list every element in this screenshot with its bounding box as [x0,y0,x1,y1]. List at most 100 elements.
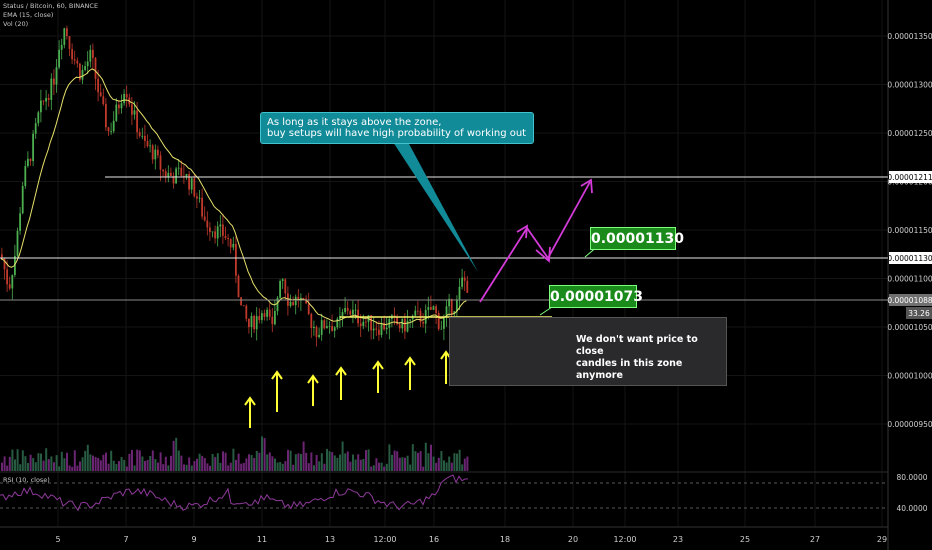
volume-bar-160 [417,452,419,471]
ema-line [0,68,467,326]
volume-bar-133 [346,451,349,471]
volume-bar-71 [185,464,188,471]
chip-1211: 0.00001211 [887,173,932,182]
volume-bar-86 [224,452,227,471]
volume-bar-10 [27,462,29,471]
volume-bar-45 [118,461,120,471]
volume-bar-68 [177,450,180,471]
volume-bar-104 [271,456,274,471]
volume-bar-128 [333,455,336,471]
legend-rsi[interactable]: RSI (10, close) [3,476,50,484]
candle-body-113 [294,296,297,306]
candle-body-97 [253,316,255,330]
time-tick-11: 25 [740,535,750,544]
candle-body-91 [237,275,240,298]
volume-bar-123 [320,453,323,471]
volume-bar-176 [458,449,461,471]
volume-bar-84 [219,462,222,471]
volume-bar-122 [318,461,321,471]
volume-bar-105 [274,458,276,471]
candle-body-146 [380,322,383,335]
low-arrow-head-1 [271,370,283,380]
volume-bar-46 [120,457,123,471]
volume-bar-77 [201,455,204,471]
volume-bar-49 [128,453,131,471]
legend-vol[interactable]: Vol (20) [3,20,29,28]
candle-body-132 [344,308,346,313]
volume-bar-42 [110,450,113,471]
candle-body-165 [430,307,432,310]
candle-body-80 [209,227,211,233]
candle-body-148 [385,327,388,330]
legend-symbol[interactable]: Status / Bitcoin, 60, BINANCE [3,2,99,10]
candle-body-65 [170,172,172,176]
price-tick-7: 0.00001000 [887,372,932,381]
candle-body-139 [362,321,365,327]
volume-bar-82 [214,457,217,471]
volume-bar-164 [427,453,430,471]
candle-body-127 [331,325,333,331]
chip-current-bg [889,294,932,306]
candle-body-93 [242,305,245,307]
rsi-tick-40: 40.0000 [896,504,927,513]
candle-body-145 [378,329,380,335]
time-tick-3: 11 [257,535,267,544]
candle-body-58 [151,145,154,160]
volume-bar-85 [222,451,224,471]
candle-body-99 [258,316,261,321]
candle-body-4 [11,275,14,289]
volume-bar-72 [188,457,191,471]
volume-bar-41 [107,463,110,471]
volume-bar-74 [193,461,196,471]
volume-bar-43 [112,460,115,471]
volume-bar-40 [105,452,107,471]
candle-body-166 [432,306,435,310]
volume-bar-107 [279,462,282,471]
volume-bar-12 [32,458,35,471]
candle-body-48 [125,93,128,98]
time-tick-10: 23 [673,535,683,544]
candle-body-81 [211,231,214,233]
candle-body-11 [29,158,32,162]
candle-body-45 [118,104,120,109]
candle-body-109 [284,279,287,294]
price-tick-8: 0.00000950 [887,420,932,429]
callout-box[interactable]: As long as it stays above the zone, buy … [260,112,534,144]
candle-body-33 [86,61,89,67]
callout-line-2: buy setups will have high probability of… [267,128,527,139]
candle-body-156 [406,320,409,332]
volume-bar-18 [47,459,50,471]
time-tick-0: 5 [55,535,60,544]
time-axis-ticks: 5 7 9 11 13 12:00 16 18 20 12:00 23 25 27 29 [55,535,887,544]
candle-body-60 [157,149,159,156]
candle-body-30 [79,63,81,80]
volume-bar-147 [383,466,386,471]
candle-body-87 [227,237,229,240]
candle-body-42 [110,131,112,133]
chip-rsi: 33.26 [908,309,930,318]
volume-bar-141 [367,449,370,471]
candle-body-169 [440,328,443,330]
legend-ema[interactable]: EMA (15, close) [3,11,54,19]
volume-bars [1,436,469,471]
candle-body-14 [37,112,40,124]
volume-bar-155 [404,457,406,471]
price-axis-ticks: 0.000013500.000013000.000012500.00001200… [887,32,932,429]
time-tick-9: 12:00 [613,535,636,544]
candle-body-125 [326,326,328,329]
candle-body-36 [94,57,97,79]
level-tag-lower[interactable]: 0.00001073 [549,285,643,308]
candle-body-170 [443,316,445,329]
volume-bar-96 [250,455,253,471]
grid [0,0,888,527]
candle-body-82 [214,231,216,239]
candle-body-168 [437,312,440,330]
candle-body-119 [310,314,313,329]
level-tag-upper[interactable]: 0.00001130 [590,227,684,250]
zone-note-box[interactable]: We don't want price to close candles in … [449,317,727,386]
candle-body-7 [19,213,21,231]
arrowhead-3 [580,178,593,194]
candle-body-100 [261,313,263,321]
volume-bar-5 [14,459,16,471]
volume-bar-64 [167,465,170,471]
